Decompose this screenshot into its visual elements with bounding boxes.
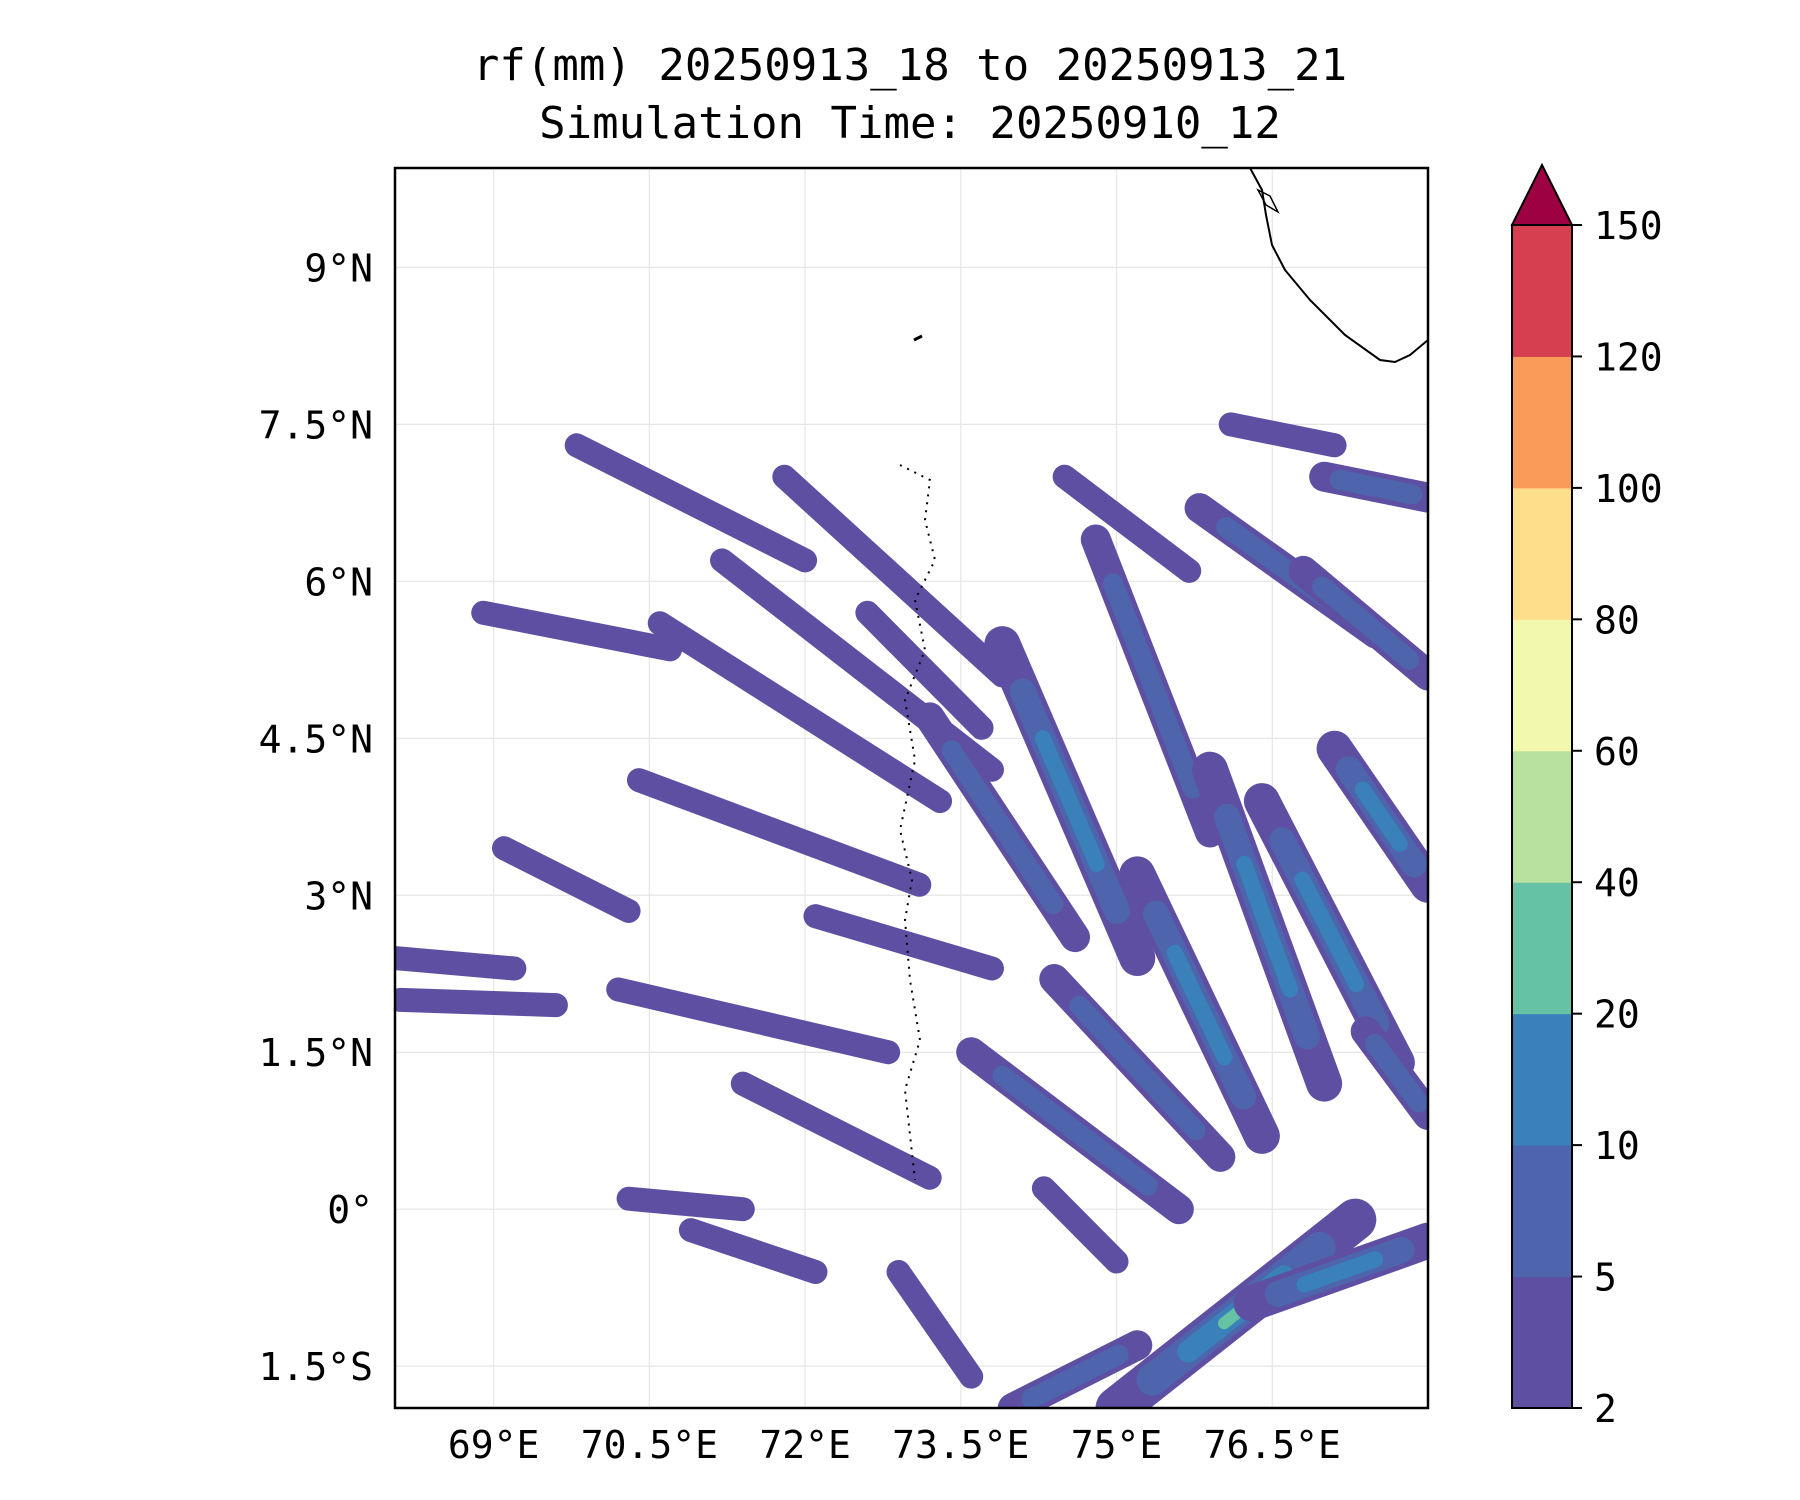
y-axis-ticks: 9°N 7.5°N 6°N 4.5°N 3°N 1.5°N 0° 1.5°S	[259, 246, 373, 1389]
colorbar-segment	[1512, 1276, 1572, 1409]
colorbar-segment	[1512, 356, 1572, 489]
rain-band	[395, 987, 568, 1018]
rain-band	[1218, 412, 1347, 458]
rain-band-core	[1034, 730, 1105, 872]
rain-band-core	[1354, 781, 1408, 852]
y-tick-label: 1.5°S	[259, 1345, 373, 1389]
colorbar-tick-label: 60	[1594, 730, 1640, 774]
rain-band-core	[1296, 1251, 1384, 1293]
rain-band-core	[1329, 469, 1423, 505]
rain-band	[616, 1186, 755, 1222]
y-tick-label: 4.5°N	[259, 717, 373, 761]
rain-band-core	[1294, 871, 1365, 993]
rain-band	[772, 464, 1015, 688]
colorbar-segment	[1512, 750, 1572, 883]
x-tick-label: 70.5°E	[581, 1423, 718, 1467]
rain-band-core	[1021, 1344, 1129, 1408]
rain-band-core	[1102, 573, 1203, 799]
chart-title-line-1: rf(mm) 20250913_18 to 20250913_21	[472, 40, 1348, 91]
x-tick-label: 72°E	[759, 1423, 851, 1467]
y-tick-label: 3°N	[304, 874, 373, 918]
rain-band-core	[1069, 995, 1206, 1141]
rain-band	[471, 600, 683, 662]
colorbar-frame	[1511, 224, 1573, 1409]
y-tick-label: 7.5°N	[259, 403, 373, 447]
colorbar-tick-label: 80	[1594, 598, 1640, 642]
colorbar-tick-label: 10	[1594, 1124, 1640, 1168]
colorbar-tick-label: 20	[1594, 993, 1640, 1037]
rain-band	[647, 611, 953, 814]
x-tick-label: 73.5°E	[892, 1423, 1029, 1467]
colorbar-tick-label: 2	[1594, 1387, 1617, 1431]
rain-band	[855, 600, 994, 740]
x-tick-label: 69°E	[448, 1423, 540, 1467]
atoll-small	[913, 334, 923, 342]
x-axis-ticks: 69°E 70.5°E 72°E 73.5°E 75°E 76.5°E	[448, 1423, 1341, 1467]
sri-lanka-tip	[1256, 188, 1280, 214]
colorbar-tick-label: 100	[1594, 467, 1663, 511]
rain-band-core	[1236, 855, 1298, 998]
india-coastline	[1249, 168, 1428, 364]
colorbar-tick-label: 120	[1594, 335, 1663, 379]
chart-title-line-2: Simulation Time: 20250910_12	[539, 98, 1281, 149]
colorbar-segment	[1512, 1013, 1572, 1146]
rain-band	[492, 836, 641, 923]
rain-band	[626, 768, 932, 897]
rain-band	[606, 977, 901, 1065]
rain-band	[564, 433, 818, 573]
rain-band	[395, 946, 527, 981]
colorbar-segment	[1512, 225, 1572, 357]
colorbar-segment	[1512, 619, 1572, 752]
colorbar-tick-label: 5	[1594, 1256, 1617, 1300]
y-tick-label: 1.5°N	[259, 1031, 373, 1075]
colorbar-segment	[1512, 487, 1572, 620]
coastline	[898, 168, 1428, 1181]
rain-band-core	[1166, 944, 1233, 1066]
rain-band-core	[1312, 576, 1420, 670]
rain-band	[1052, 464, 1202, 583]
y-tick-label: 0°	[327, 1188, 373, 1232]
rain-band	[803, 904, 1004, 981]
colorbar-segment	[1512, 1145, 1572, 1278]
rain-band	[1031, 1176, 1129, 1274]
colorbar-tick-label: 40	[1594, 861, 1640, 905]
colorbar-tick-label: 150	[1594, 204, 1663, 248]
rain-band	[730, 1071, 942, 1190]
rain-band-core	[992, 1065, 1158, 1196]
rain-band	[886, 1259, 984, 1389]
rain-band-core	[941, 740, 1064, 915]
colorbar-extend-arrow	[1510, 162, 1574, 226]
colorbar-segment	[1512, 882, 1572, 1015]
y-tick-label: 6°N	[304, 560, 373, 604]
rain-band	[678, 1218, 828, 1284]
rainfall-contours	[395, 412, 1428, 1408]
rain-band-core	[1365, 1033, 1428, 1113]
x-tick-label: 75°E	[1071, 1423, 1163, 1467]
y-tick-label: 9°N	[304, 246, 373, 290]
x-tick-label: 76.5°E	[1204, 1423, 1341, 1467]
colorbar: 2 5 10 20 40 60 80 100 120 150	[1510, 162, 1663, 1431]
plot-frame	[393, 166, 1430, 1410]
